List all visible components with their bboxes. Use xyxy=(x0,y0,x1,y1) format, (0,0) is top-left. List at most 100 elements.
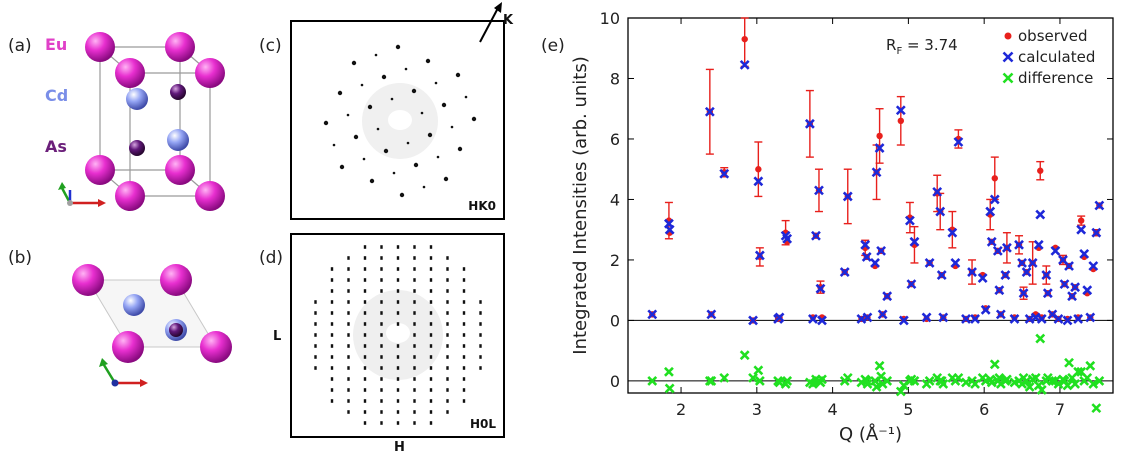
bragg-spot xyxy=(396,366,400,370)
bragg-spot xyxy=(446,355,449,359)
bragg-spot xyxy=(436,155,440,159)
axes-triad-icon xyxy=(99,358,148,387)
k-arrow-icon xyxy=(479,2,502,43)
calculated-point xyxy=(839,267,850,277)
x-axis-label: Q (Å⁻¹) xyxy=(839,423,902,445)
calculated-point xyxy=(807,313,818,324)
bragg-spot xyxy=(462,289,466,293)
calculated-point xyxy=(862,312,873,323)
bragg-spot xyxy=(380,355,383,359)
eu-atom xyxy=(85,32,115,62)
as-atom xyxy=(129,140,145,156)
bragg-spot xyxy=(347,300,350,304)
calculated-point xyxy=(739,59,750,70)
calculated-point xyxy=(904,215,915,226)
bragg-spot xyxy=(380,289,383,293)
difference-point xyxy=(882,375,893,386)
difference-point xyxy=(953,372,964,383)
calculated-point xyxy=(870,258,880,268)
calculated-point xyxy=(814,185,824,196)
bragg-spot xyxy=(427,132,433,138)
bragg-spot xyxy=(396,388,400,392)
bragg-spot xyxy=(367,104,373,110)
bragg-spot xyxy=(363,388,367,392)
bragg-spot xyxy=(429,421,433,425)
calculated-point xyxy=(986,236,997,247)
bragg-spot xyxy=(380,322,383,326)
difference-point xyxy=(1076,366,1087,377)
bragg-spot xyxy=(363,366,367,370)
bragg-spot xyxy=(383,148,389,154)
bragg-spot xyxy=(330,289,334,293)
difference-point xyxy=(1082,372,1093,383)
calculated-point xyxy=(842,191,853,202)
calculated-point xyxy=(1064,261,1074,271)
bragg-spot xyxy=(462,399,466,403)
calculated-point xyxy=(860,239,871,250)
bragg-spot xyxy=(413,355,416,359)
bragg-spot xyxy=(392,171,396,175)
bragg-spot xyxy=(347,388,350,392)
calculated-point xyxy=(1035,209,1046,220)
y-tick-label: 0 xyxy=(610,372,620,391)
h0l-tag: H0L xyxy=(469,417,496,431)
k-axis-label: K xyxy=(503,13,514,28)
calculated-point xyxy=(1067,291,1077,302)
bragg-spot xyxy=(380,399,383,403)
x-tick-label: 3 xyxy=(752,400,762,419)
bragg-spot xyxy=(323,120,329,126)
bragg-spot xyxy=(429,300,433,304)
calculated-point xyxy=(938,312,949,323)
bragg-spot xyxy=(363,355,367,359)
difference-point xyxy=(753,365,764,376)
calculated-point xyxy=(1000,270,1011,280)
bragg-spot xyxy=(396,267,400,271)
calculated-point xyxy=(1085,312,1096,323)
calculated-point xyxy=(874,143,885,153)
bragg-spot xyxy=(347,344,350,348)
bragg-spot xyxy=(413,245,416,249)
bragg-spot xyxy=(479,333,482,337)
calculated-point xyxy=(898,315,909,326)
bragg-spot xyxy=(413,256,416,260)
calculated-point xyxy=(989,194,1000,205)
bragg-spot xyxy=(396,410,400,414)
bragg-spot xyxy=(446,322,449,326)
difference-point xyxy=(1073,366,1084,377)
bragg-spot xyxy=(462,355,466,359)
bragg-spot xyxy=(462,344,466,348)
calculated-point xyxy=(985,206,996,217)
panel-label-a: (a) xyxy=(8,36,32,56)
bragg-spot xyxy=(330,355,334,359)
bragg-spot xyxy=(330,311,334,315)
calculated-point xyxy=(1091,227,1102,238)
x-tick-label: 7 xyxy=(1055,400,1065,419)
difference-point xyxy=(1064,357,1074,368)
observed-point xyxy=(755,166,762,173)
calculated-point xyxy=(877,309,888,320)
bragg-spot xyxy=(413,300,416,304)
bragg-spot xyxy=(380,311,383,315)
eu-atom xyxy=(115,58,145,88)
calculated-point xyxy=(1042,288,1053,299)
bragg-spot xyxy=(363,267,367,271)
calculated-point xyxy=(748,315,758,326)
calculated-point xyxy=(1001,242,1012,253)
calculated-point xyxy=(953,137,964,147)
calculated-point xyxy=(861,251,872,262)
x-tick-label: 4 xyxy=(828,400,838,419)
bragg-spot xyxy=(429,410,433,414)
bragg-spot xyxy=(429,377,433,381)
difference-point xyxy=(1070,379,1081,389)
difference-point xyxy=(739,350,750,361)
calculated-point xyxy=(811,230,821,241)
bragg-spot xyxy=(462,278,466,282)
difference-point xyxy=(706,375,717,386)
bragg-spot xyxy=(351,60,357,66)
calculated-point xyxy=(871,167,882,178)
calculated-point xyxy=(909,236,920,247)
calculated-point xyxy=(992,245,1003,256)
difference-point xyxy=(1085,360,1096,371)
bragg-spot xyxy=(363,245,367,249)
bragg-spot xyxy=(396,399,400,403)
